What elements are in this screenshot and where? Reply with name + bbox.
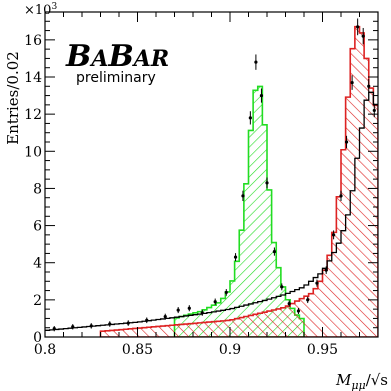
data-point [52,327,56,331]
x-axis-title-subscript: μμ [351,379,365,391]
x-axis-title-main: M [335,371,352,389]
data-point [265,181,269,185]
data-point [89,324,93,328]
x-tick-label: 0.85 [122,342,153,358]
babar-logo: BABAR [65,39,169,74]
y-tick-label: 14 [24,70,42,86]
y-tick-label: 6 [33,219,42,235]
x-axis-ticks: 0.8 0.85 0.9 0.95 [34,12,379,358]
data-point [296,309,301,313]
data-point [200,311,204,315]
data-point [187,306,191,310]
data-point [163,314,167,319]
red-peak-histogram [99,25,378,337]
data-point [145,318,149,322]
data-point [176,308,180,312]
y-tick-label: 0 [33,330,42,346]
x-tick-label: 0.95 [307,342,338,358]
babar-logo-b2: B [107,39,133,74]
data-point [372,108,376,113]
data-points-layer [52,18,376,332]
data-point [224,290,228,295]
x-axis-title-tail: /√s [366,371,388,389]
data-point [108,322,112,326]
y-tick-label: 10 [24,144,42,160]
data-point [361,34,365,38]
data-point [350,80,354,85]
x-tick-label: 0.8 [34,342,56,358]
y-multiplier: ×103 [24,2,57,18]
y-tick-label: 8 [33,181,42,197]
total-histogram-line [45,91,378,331]
y-multiplier-base: ×10 [24,3,51,18]
data-point [272,249,276,254]
data-point [241,194,245,198]
y-tick-label: 16 [24,33,42,49]
y-tick-label: 12 [24,107,42,123]
data-point [280,285,284,289]
data-point [339,194,343,198]
x-tick-label: 0.9 [219,342,241,358]
data-point [287,301,291,306]
data-point [306,298,310,302]
preliminary-label: preliminary [76,70,156,86]
y-axis-title: Entries/0.02 [4,51,22,145]
data-point [71,325,75,329]
y-tick-label: 2 [33,293,42,309]
x-axis-title: Mμμ/√s [335,371,388,391]
y-multiplier-exponent: 3 [51,2,57,12]
y-tick-label: 4 [33,256,42,272]
series-layer [45,25,378,337]
data-point [367,84,371,88]
babar-logo-b1: B [65,39,91,74]
babar-logo-a1: A [89,46,108,72]
green-peak-histogram [173,85,305,337]
data-point [254,60,258,64]
data-point [332,233,336,237]
data-point [324,268,328,272]
data-point [126,321,130,325]
data-point [248,116,252,120]
data-point [259,93,264,98]
data-point [315,281,319,285]
babar-logo-ar: AR [132,46,169,72]
y-axis-ticks: 0 2 4 6 8 10 12 14 16 [24,11,378,346]
data-point [213,300,217,304]
data-point [356,25,360,29]
data-point [233,255,238,259]
data-point [344,140,349,144]
